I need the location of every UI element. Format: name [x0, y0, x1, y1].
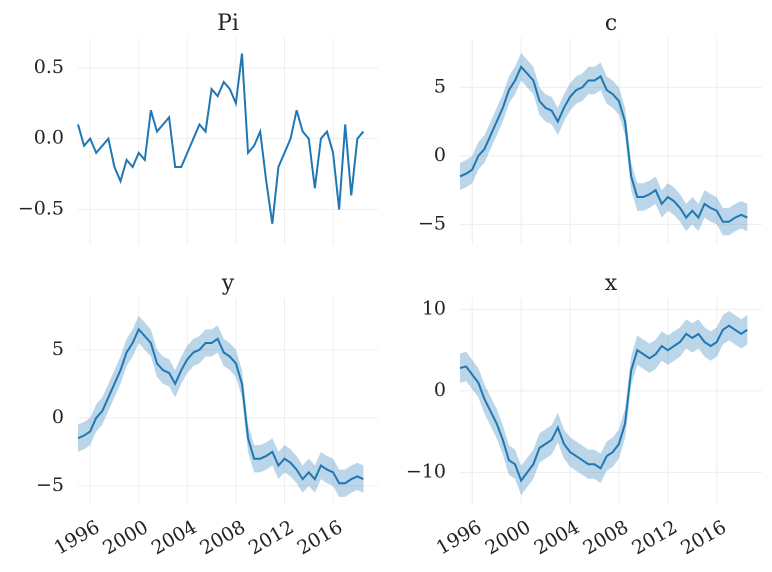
y-tick-label: 0 — [434, 379, 446, 401]
x-tick-label: 2012 — [245, 516, 298, 559]
x-tick-label: 2004 — [148, 516, 201, 559]
y-tick-label: −0.5 — [18, 198, 64, 220]
x-tick-label: 2008 — [196, 516, 249, 559]
confidence-band — [460, 311, 748, 496]
subplot-title: x — [605, 271, 618, 296]
y-tick-label: 10 — [422, 297, 446, 319]
x-tick-label: 2016 — [293, 516, 346, 559]
subplot-title: y — [221, 271, 235, 296]
confidence-band — [460, 53, 748, 236]
x-tick-label: 2000 — [99, 516, 152, 559]
x-tick-label: 2012 — [628, 516, 681, 559]
y-tick-label: 5 — [52, 338, 64, 360]
x-tick-label: 2004 — [530, 516, 583, 559]
series-line — [77, 327, 364, 485]
x-tick-label: 1996 — [51, 516, 104, 559]
x-tick-label: 1996 — [433, 516, 486, 559]
x-tick-label: 2008 — [579, 516, 632, 559]
y-tick-label: −5 — [36, 474, 64, 496]
y-tick-label: 5 — [434, 75, 446, 97]
y-tick-label: 0 — [434, 144, 446, 166]
y-tick-label: −5 — [418, 212, 446, 234]
subplot-title: Pi — [217, 11, 239, 36]
x-tick-label: 2016 — [677, 516, 730, 559]
x-tick-label: 2000 — [482, 516, 535, 559]
subplot-title: c — [605, 11, 617, 36]
y-tick-label: 0.5 — [34, 56, 64, 78]
y-tick-label: 0 — [52, 406, 64, 428]
y-tick-label: −10 — [406, 460, 446, 482]
series-line — [459, 64, 748, 223]
y-tick-label: 0.0 — [34, 127, 64, 149]
series-line — [77, 53, 365, 224]
series-line — [459, 324, 748, 483]
confidence-band — [78, 315, 364, 497]
